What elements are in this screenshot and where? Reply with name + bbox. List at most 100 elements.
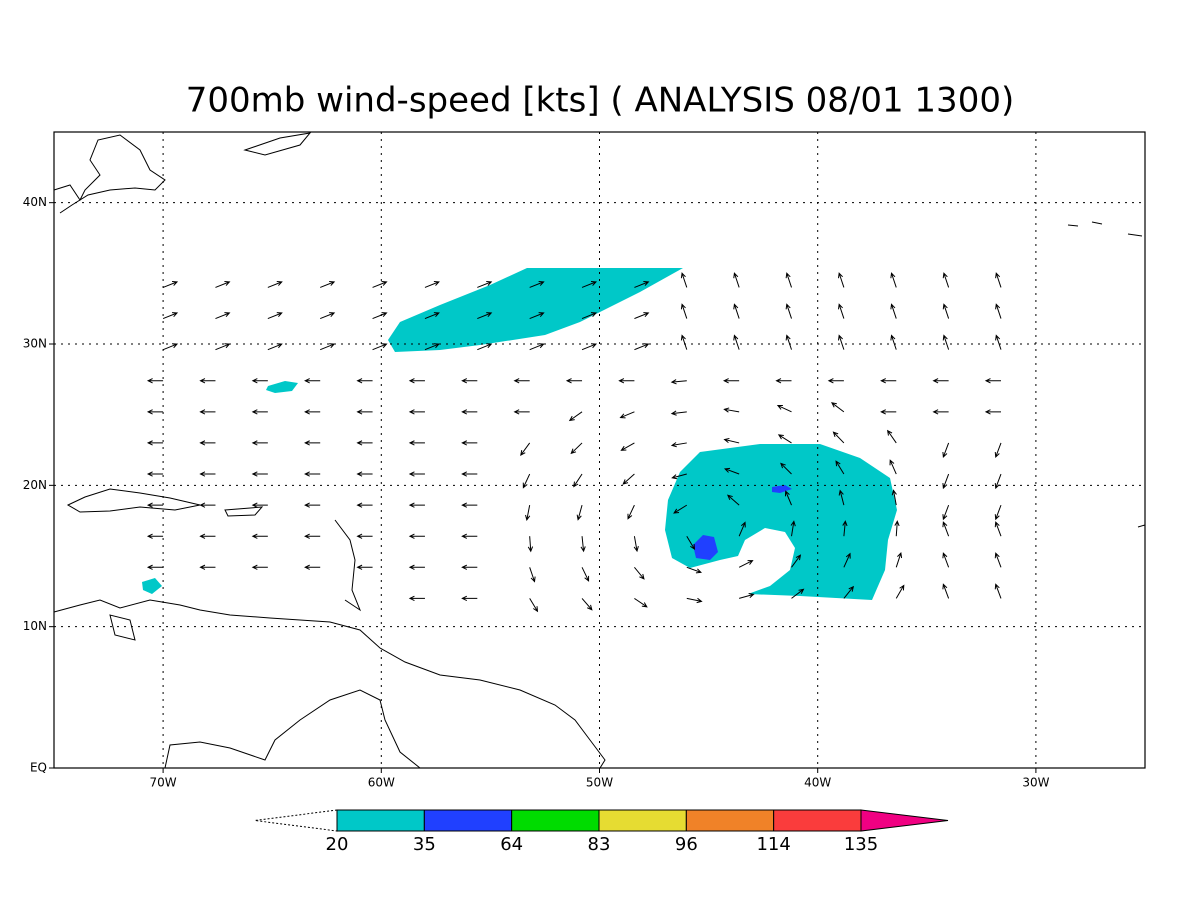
wind-arrow xyxy=(251,378,268,384)
wind-arrow xyxy=(843,552,851,568)
wind-arrow xyxy=(887,429,897,444)
wind-arrow xyxy=(408,440,425,446)
wind-arrow xyxy=(670,410,687,416)
wind-arrow xyxy=(320,312,336,320)
wind-arrow xyxy=(513,409,530,415)
wind-arrow xyxy=(842,520,848,537)
wind-arrow xyxy=(461,471,478,477)
wind-arrow xyxy=(581,312,598,320)
wind-arrow xyxy=(477,343,493,351)
colorbar-box xyxy=(685,809,775,832)
graticule xyxy=(54,132,1145,768)
wind-arrow xyxy=(529,598,539,613)
wind-arrow xyxy=(895,551,903,568)
wind-arrow xyxy=(680,334,688,350)
colorbar-label: 114 xyxy=(756,834,790,855)
wind-arrow xyxy=(680,272,688,288)
y-tick-label: 30N xyxy=(23,337,47,351)
wind-arrow xyxy=(671,473,687,480)
wind-arrow xyxy=(831,402,845,413)
wind-arrow xyxy=(942,583,950,599)
wind-arrow xyxy=(356,440,373,446)
colorbar-box xyxy=(511,809,600,832)
wind-arrow xyxy=(894,520,900,537)
x-tick-label: 70W xyxy=(150,776,177,790)
wind-arrow xyxy=(529,343,545,351)
wind-arrow xyxy=(890,303,897,319)
wind-arrow xyxy=(215,343,231,351)
wind-arrow xyxy=(146,502,164,508)
wind-arrow xyxy=(513,378,530,384)
wind-arrow xyxy=(356,533,373,539)
shaded-area xyxy=(772,485,792,493)
wind-arrow xyxy=(576,504,583,521)
wind-arrow xyxy=(199,533,216,539)
wind-arrow xyxy=(408,378,425,384)
wind-arrow xyxy=(356,409,373,415)
x-tick-label: 60W xyxy=(368,776,395,790)
wind-arrow xyxy=(835,460,845,475)
wind-arrow xyxy=(984,378,1001,384)
wind-arrow xyxy=(618,378,635,384)
wind-arrow xyxy=(146,409,164,415)
wind-arrow xyxy=(251,502,268,508)
wind-arrow xyxy=(461,409,478,415)
wind-arrow xyxy=(146,471,164,477)
wind-arrow xyxy=(356,502,373,508)
wind-arrow xyxy=(942,552,950,568)
shaded-area xyxy=(693,535,718,560)
wind-arrow xyxy=(304,409,321,415)
wind-arrow xyxy=(994,442,1002,459)
wind-arrow xyxy=(790,520,796,537)
wind-arrow xyxy=(146,378,164,384)
colorbar-label: 96 xyxy=(675,834,698,855)
wind-arrow xyxy=(461,595,478,602)
wind-arrow xyxy=(581,567,590,582)
wind-arrow xyxy=(942,473,950,490)
wind-arrow xyxy=(424,281,440,288)
wind-arrow xyxy=(942,303,950,319)
wind-arrow xyxy=(522,473,531,489)
wind-arrow xyxy=(680,303,688,319)
wind-arrow xyxy=(580,536,586,553)
wind-arrow xyxy=(670,442,687,448)
colorbar-over xyxy=(860,809,949,832)
wind-arrow xyxy=(984,409,1001,415)
wind-arrow xyxy=(267,312,283,320)
wind-arrow xyxy=(461,533,478,539)
wind-arrow xyxy=(723,467,740,475)
wind-arrow xyxy=(733,334,740,350)
wind-arrow xyxy=(838,303,845,319)
wind-arrow xyxy=(581,343,598,351)
wind-arrow xyxy=(251,564,268,570)
wind-arrow xyxy=(215,312,231,320)
wind-arrow xyxy=(215,281,231,288)
wind-arrow xyxy=(838,272,845,288)
wind-arrow xyxy=(633,536,639,553)
wind-arrow xyxy=(461,440,478,446)
wind-arrow xyxy=(785,334,792,350)
wind-arrow xyxy=(942,272,950,288)
wind-arrow xyxy=(356,471,373,477)
wind-arrow xyxy=(780,462,792,475)
shaded-area xyxy=(266,381,298,393)
wind-arrow xyxy=(627,504,635,520)
wind-arrow xyxy=(785,272,792,288)
wind-arrow xyxy=(573,473,583,488)
wind-arrow xyxy=(827,378,844,384)
wind-arrow xyxy=(673,504,688,514)
wind-arrow xyxy=(565,378,583,384)
wind-arrow xyxy=(733,272,740,288)
wind-arrow xyxy=(372,312,388,320)
colorbar-label: 64 xyxy=(500,834,523,855)
wind-arrow xyxy=(304,471,321,477)
y-tick-label: 10N xyxy=(23,619,47,633)
wind-arrow xyxy=(162,343,179,351)
wind-arrow xyxy=(199,378,216,384)
wind-arrow xyxy=(791,588,805,599)
wind-arrow xyxy=(890,334,897,350)
wind-arrow xyxy=(424,312,440,320)
wind-arrow xyxy=(199,440,216,446)
wind-arrow xyxy=(776,404,792,413)
